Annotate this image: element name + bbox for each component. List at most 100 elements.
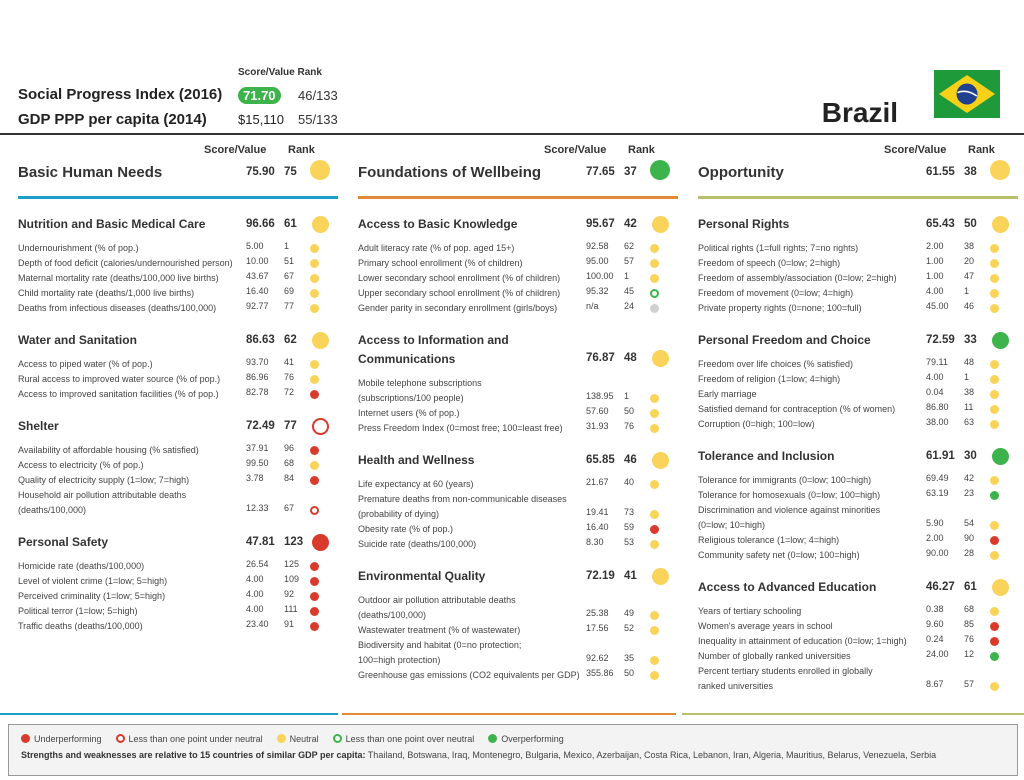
spi-score: 71.70 xyxy=(238,87,281,104)
indicator-value: 355.86 xyxy=(586,668,614,678)
column-foundations-of-wellbeing: Score/Value Rank Foundations of Wellbeing 7… xyxy=(358,140,678,680)
indicator-value: 24.00 xyxy=(926,649,949,659)
indicator-rank: 50 xyxy=(624,668,635,678)
indicator-value: 63.19 xyxy=(926,488,949,498)
indicator-status-icon xyxy=(310,446,319,455)
indicator-name: Access to electricity (% of pop.) xyxy=(18,460,144,470)
indicator-rank: 1 xyxy=(964,372,970,382)
indicator-name: Biodiversity and habitat (0=no protectio… xyxy=(358,640,522,650)
section-rank: 62 xyxy=(284,334,297,346)
indicator-status-icon xyxy=(310,259,319,268)
section-title: Health and Wellness xyxy=(358,453,475,467)
indicator-status-icon xyxy=(650,611,659,620)
indicator-rank: 28 xyxy=(964,548,975,558)
legend-red-dot-icon xyxy=(21,734,30,743)
dimension-rank: 37 xyxy=(624,166,637,178)
indicator-value: 95.00 xyxy=(586,256,609,266)
indicator-rank: 91 xyxy=(284,619,295,629)
indicator-status-icon xyxy=(310,390,319,399)
section-title: Personal Safety xyxy=(18,535,109,549)
indicator-value: 0.04 xyxy=(926,387,944,397)
section-score: 96.66 xyxy=(246,218,275,230)
section-rank: 33 xyxy=(964,334,977,346)
indicator-rank: 90 xyxy=(964,533,975,543)
section-score: 86.63 xyxy=(246,334,275,346)
indicator-rank: 53 xyxy=(624,537,635,547)
indicator-name: Child mortality rate (deaths/1,000 live … xyxy=(18,288,195,298)
indicator-name: Suicide rate (deaths/100,000) xyxy=(358,539,477,549)
indicator-status-icon xyxy=(310,506,319,515)
legend-label: Overperforming xyxy=(501,734,564,744)
indicator-status-icon xyxy=(990,390,999,399)
indicator-name: Religious tolerance (1=low; 4=high) xyxy=(698,535,840,545)
section-title: Access to Advanced Education xyxy=(698,580,877,594)
indicator-name: (deaths/100,000) xyxy=(358,610,427,620)
indicator-status-icon xyxy=(310,304,319,313)
indicator-value: 92.58 xyxy=(586,241,609,251)
indicator-status-icon xyxy=(990,652,999,661)
indicator-value: 8.30 xyxy=(586,537,604,547)
indicator-name: Freedom of assembly/association (0=low; … xyxy=(698,273,897,283)
indicator-status-icon xyxy=(650,626,659,635)
section-score: 61.91 xyxy=(926,450,955,462)
indicator-name: Upper secondary school enrollment (% of … xyxy=(358,288,561,298)
indicator-value: 86.80 xyxy=(926,402,949,412)
indicator-rank: 20 xyxy=(964,256,975,266)
indicator-rank: 52 xyxy=(624,623,635,633)
indicator-name: Adult literacy rate (% of pop. aged 15+) xyxy=(358,243,515,253)
indicator-name: Internet users (% of pop.) xyxy=(358,408,460,418)
indicator-status-icon xyxy=(990,420,999,429)
indicator-rank: 63 xyxy=(964,417,975,427)
indicator-name: ranked universities xyxy=(698,681,774,691)
dimension-status-icon xyxy=(990,160,1010,180)
indicator-value: 45.00 xyxy=(926,301,949,311)
indicator-rank: 1 xyxy=(284,241,290,251)
section-rank: 48 xyxy=(624,352,637,364)
indicator-rank: 49 xyxy=(624,608,635,618)
brazil-flag-icon xyxy=(934,70,1000,118)
rank-label: Rank xyxy=(628,144,655,156)
column-header-labels: Score/Value Rank xyxy=(698,144,1018,158)
indicator-status-icon xyxy=(990,405,999,414)
column-opportunity: Score/Value Rank Opportunity 61.55 38 Persona… xyxy=(698,140,1018,691)
indicator-rank: 54 xyxy=(964,518,975,528)
indicator-status-icon xyxy=(310,289,319,298)
indicator-value: 38.00 xyxy=(926,417,949,427)
indicator-name: Lower secondary school enrollment (% of … xyxy=(358,273,561,283)
section-status-icon xyxy=(652,452,669,469)
indicator-value: 138.95 xyxy=(586,391,614,401)
section-score: 72.49 xyxy=(246,420,275,432)
indicator-rank: 47 xyxy=(964,271,975,281)
section-rank: 61 xyxy=(284,218,297,230)
indicator-rank: 73 xyxy=(624,507,635,517)
section-score: 95.67 xyxy=(586,218,615,230)
legend-label: Less than one point under neutral xyxy=(128,734,263,744)
indicator-rank: 72 xyxy=(284,387,295,397)
section-status-icon xyxy=(312,534,329,551)
indicator-rank: 23 xyxy=(964,488,975,498)
indicator-rank: 46 xyxy=(964,301,975,311)
section-title: Shelter xyxy=(18,419,59,433)
indicator-value: 8.67 xyxy=(926,679,944,689)
indicator-name: Press Freedom Index (0=most free; 100=le… xyxy=(358,423,563,433)
indicator-name: Private property rights (0=none; 100=ful… xyxy=(698,303,862,313)
section-title: Nutrition and Basic Medical Care xyxy=(18,217,206,231)
legend-ring-red-dot-icon xyxy=(115,734,125,743)
legend-item: Less than one point over neutral xyxy=(332,734,474,744)
indicator-value: 4.00 xyxy=(246,589,264,599)
dimension-rank: 38 xyxy=(964,166,977,178)
indicator-name: Corruption (0=high; 100=low) xyxy=(698,419,815,429)
indicator-value: 1.00 xyxy=(926,256,944,266)
indicator-value: 16.40 xyxy=(246,286,269,296)
indicator-value: 16.40 xyxy=(586,522,609,532)
indicator-name: Mobile telephone subscriptions xyxy=(358,378,482,388)
indicator-value: 95.32 xyxy=(586,286,609,296)
indicator-rank: 45 xyxy=(624,286,635,296)
indicator-status-icon xyxy=(990,476,999,485)
indicator-value: 19.41 xyxy=(586,507,609,517)
indicator-status-icon xyxy=(990,682,999,691)
section-status-icon xyxy=(992,216,1009,233)
indicator-value: 69.49 xyxy=(926,473,949,483)
indicator-name: Premature deaths from non-communicable d… xyxy=(358,494,567,504)
indicator-rank: 77 xyxy=(284,301,295,311)
